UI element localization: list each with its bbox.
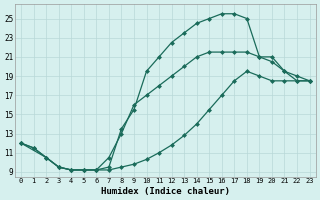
X-axis label: Humidex (Indice chaleur): Humidex (Indice chaleur) bbox=[101, 187, 230, 196]
